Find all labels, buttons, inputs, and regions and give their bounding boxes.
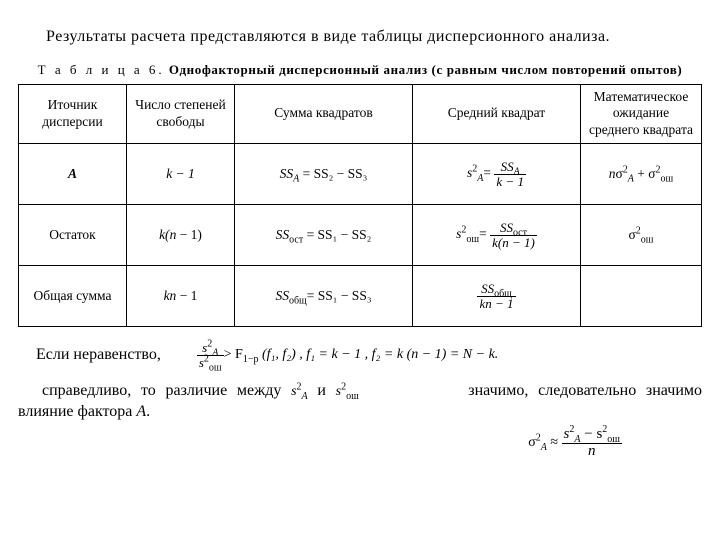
cell-ms-total: SSобщ kn − 1	[413, 266, 581, 327]
caption-prefix: Т а б л и ц а 6.	[38, 62, 165, 77]
cell-ms-residual: s2ош= SSост k(n − 1)	[413, 205, 581, 266]
cell-exp-residual: σ2ош	[581, 205, 702, 266]
col-header-exp: Математическое ожидание среднего квадрат…	[581, 84, 702, 144]
caption-title: Однофакторный дисперсионный анализ (с ра…	[169, 62, 682, 77]
table-row: Остаток k(n − 1) SSост = SS₁ − SS₂ s2ош=…	[19, 205, 702, 266]
table-row: A k − 1 SSA = SS₂ − SS₃ s2A= SSA k − 1 n…	[19, 144, 702, 205]
cell-dof-total: kn − 1	[127, 266, 235, 327]
col-header-ss: Сумма квадратов	[235, 84, 413, 144]
cell-exp-total	[581, 266, 702, 327]
cell-ss-residual: SSост = SS₁ − SS₂	[235, 205, 413, 266]
col-header-source: Иточник дисперсии	[19, 84, 127, 144]
table-caption: Т а б л и ц а 6. Однофакторный дисперсио…	[18, 62, 702, 78]
intro-paragraph: Результаты расчета представляются в виде…	[18, 26, 702, 48]
final-formula: σ2A ≈ s2A − s2ош n	[18, 427, 702, 460]
table-row: Общая сумма kn − 1 SSобщ= SS₁ − SS₃ SSоб…	[19, 266, 702, 327]
if-text: Если неравенство,	[18, 346, 161, 364]
table-header-row: Иточник дисперсии Число степеней свободы…	[19, 84, 702, 144]
cell-ss-total: SSобщ= SS₁ − SS₃	[235, 266, 413, 327]
cell-source-total: Общая сумма	[19, 266, 127, 327]
col-header-ms: Средний квадрат	[413, 84, 581, 144]
inequality-math: s2A s2ош > F1−p (f₁, f₂) , f₁ = k − 1 , …	[197, 341, 498, 369]
cell-source-A: A	[19, 144, 127, 205]
cell-dof-A: k − 1	[127, 144, 235, 205]
cell-ss-A: SSA = SS₂ − SS₃	[235, 144, 413, 205]
cell-dof-residual: k(n − 1)	[127, 205, 235, 266]
cell-exp-A: nσ2A + σ2ош	[581, 144, 702, 205]
cell-source-residual: Остаток	[19, 205, 127, 266]
conclusion-paragraph: справедливо, то различие между s2A и s2о…	[18, 380, 702, 423]
cell-ms-A: s2A= SSA k − 1	[413, 144, 581, 205]
anova-table: Иточник дисперсии Число степеней свободы…	[18, 84, 702, 328]
inequality-line: Если неравенство, s2A s2ош > F1−p (f₁, f…	[18, 341, 702, 369]
col-header-dof: Число степеней свободы	[127, 84, 235, 144]
